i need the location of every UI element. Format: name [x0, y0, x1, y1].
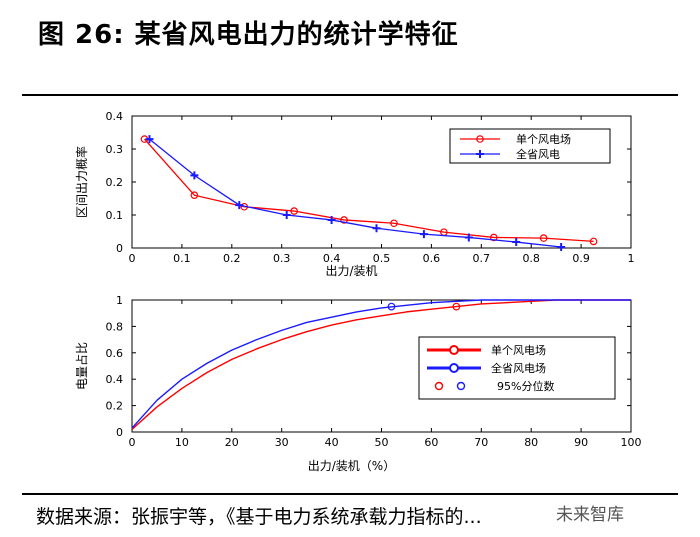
- c2-xlabel: 出力/装机（%）: [308, 459, 395, 473]
- c1-ytick-label: 0.2: [106, 176, 124, 189]
- c1-point-plus: [190, 171, 199, 180]
- c1-point-plus: [557, 243, 566, 252]
- c1-xtick-label: 0.6: [423, 252, 441, 265]
- c2-xtick-label: 90: [574, 436, 588, 449]
- c1-xtick-label: 0.2: [223, 252, 241, 265]
- c1-point-plus: [419, 230, 428, 239]
- c1-point-circle: [390, 219, 398, 228]
- c2-xtick-label: 50: [375, 436, 389, 449]
- c1-point-plus: [512, 238, 521, 247]
- c1-point-circle: [589, 237, 598, 246]
- c1-point-circle: [290, 207, 298, 215]
- c2-xtick-label: 0: [129, 436, 136, 449]
- c1-xtick-label: 0.9: [572, 252, 590, 265]
- watermark: 未来智库: [556, 500, 624, 525]
- c1-series-line-1: [149, 138, 562, 248]
- c1-point-plus: [327, 215, 336, 224]
- c2-percentile-marker: [452, 302, 461, 311]
- c1-xtick-label: 0.3: [273, 252, 291, 265]
- c2-legend-marker: [449, 345, 459, 355]
- c1-xtick-label: 0.4: [323, 252, 341, 265]
- c2-ytick-label: 0.4: [106, 373, 124, 386]
- c1-xtick-label: 0.5: [373, 252, 391, 265]
- c2-xtick-label: 80: [524, 436, 538, 449]
- c1-point-circle: [489, 233, 498, 242]
- c1-ytick-label: 0.1: [106, 209, 124, 222]
- c2-xtick-label: 60: [424, 436, 438, 449]
- c1-point-plus: [145, 135, 154, 144]
- c2-xtick-label: 40: [325, 436, 339, 449]
- c2-legend-pct-blue: [456, 381, 466, 391]
- c2-ytick-label: 0.8: [106, 320, 124, 333]
- c1-xtick-label: 0.1: [173, 252, 191, 265]
- source-note: 数据来源：张振宇等，《基于电力系统承载力指标的...: [36, 506, 482, 528]
- top-rule: [22, 94, 678, 96]
- c2-percentile-marker: [387, 302, 396, 311]
- c1-point-circle: [539, 234, 548, 242]
- c1-point-plus: [282, 211, 291, 219]
- c1-legend-marker: [476, 150, 484, 158]
- c2-ytick-label: 0.6: [106, 347, 124, 360]
- c1-point-plus: [235, 201, 244, 210]
- c1-series-line-0: [143, 138, 594, 243]
- c1-ytick-label: 0.4: [106, 110, 124, 123]
- c1-point-plus: [464, 233, 473, 242]
- c1-xtick-label: 1: [628, 252, 635, 265]
- c1-point-circle: [190, 191, 199, 200]
- c2-ytick-label: 1: [116, 294, 123, 307]
- c2-ytick-label: 0: [116, 426, 123, 439]
- c2-ytick-label: 0.2: [106, 400, 124, 413]
- c2-legend-pct-red: [434, 381, 444, 391]
- c1-point-circle: [340, 216, 348, 224]
- c2-legend-pct-label: 95%分位数: [497, 379, 554, 393]
- c2-ylabel: 电量占比: [74, 342, 89, 390]
- c2-xtick-label: 20: [225, 436, 239, 449]
- c1-ytick-label: 0: [116, 242, 123, 255]
- probability-chart: 0 0.1 0.2 0.3 0.4 0.5 0.6 0.7 0.8 0.9 1 0 0.1 0.2 0.3 0…: [74, 110, 635, 278]
- figure-title: 图 26: 某省风电出力的统计学特征: [38, 20, 459, 50]
- c1-legend-label: 单个风电场: [516, 132, 571, 146]
- c1-legend-label: 全省风电: [516, 147, 560, 161]
- c1-ytick-label: 0.3: [106, 143, 124, 156]
- c1-legend-marker: [476, 135, 484, 143]
- c1-xlabel: 出力/装机: [325, 264, 377, 278]
- c1-ylabel: 区间出力概率: [74, 146, 89, 218]
- c2-xtick-label: 100: [621, 436, 642, 449]
- c1-xtick-label: 0.8: [522, 252, 540, 265]
- bottom-rule: [22, 493, 678, 495]
- c2-legend-marker: [449, 363, 459, 373]
- energy-share-chart: 0 10 20 30 40 50 60 70 80 90 100 0 0.2 0.4 0.6 0.8 1 出力/装…: [74, 294, 642, 473]
- c2-legend-label: 全省风电场: [491, 361, 546, 375]
- c2-series-line-1: [131, 299, 631, 429]
- c1-legend-box: [449, 128, 611, 164]
- c1-point-plus: [372, 224, 381, 233]
- c2-xtick-label: 10: [175, 436, 189, 449]
- c2-xtick-label: 30: [275, 436, 289, 449]
- c2-legend-label: 单个风电场: [491, 343, 546, 357]
- c1-xtick-label: 0.7: [473, 252, 491, 265]
- c2-xtick-label: 70: [474, 436, 488, 449]
- c1-xtick-label: 0: [129, 252, 136, 265]
